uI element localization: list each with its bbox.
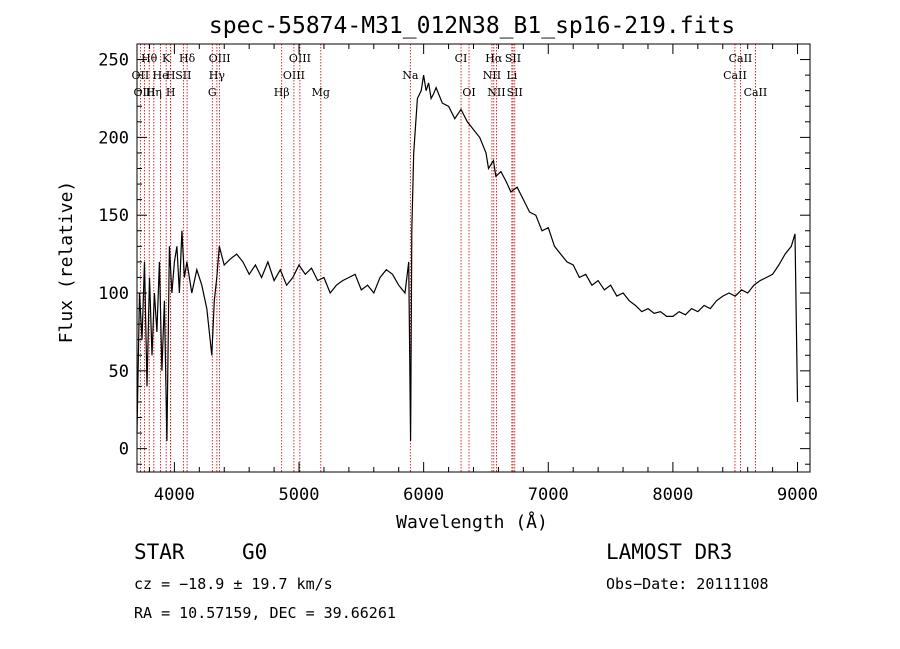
emission-line-label: NII (483, 69, 501, 82)
x-tick-label: 4000 (154, 485, 195, 505)
y-axis-label: Flux (relative) (56, 181, 77, 344)
emission-line-label: SII (175, 69, 191, 82)
y-tick-label: 100 (98, 284, 129, 304)
emission-line-label: SII (505, 52, 521, 65)
emission-line-label: CaII (729, 52, 753, 65)
emission-line-label: K (162, 52, 171, 65)
obs-date: Obs−Date: 20111108 (606, 575, 769, 593)
emission-line-label: Mg (312, 86, 330, 99)
coordinates: RA = 10.57159, DEC = 39.66261 (134, 604, 396, 622)
x-axis-label: Wavelength (Å) (396, 511, 548, 533)
emission-line-label: Na (402, 69, 419, 82)
emission-line-label: OIII (289, 52, 311, 65)
y-axis: 0 50 100 150 200 250 (98, 43, 810, 465)
x-tick-label: 7000 (528, 485, 569, 505)
emission-line-markers (139, 44, 756, 472)
emission-line-label: NII (487, 86, 505, 99)
chart-title: spec-55874-M31_012N38_B1_sp16-219.fits (209, 13, 735, 39)
plot-frame (136, 43, 811, 473)
emission-line-label: CI (455, 52, 468, 65)
emission-line-label: H (166, 69, 176, 82)
x-tick-label: 8000 (652, 485, 693, 505)
object-class: STAR (134, 540, 185, 564)
redshift-text: cz = −18.9 ± 19.7 km/s (134, 575, 333, 593)
y-tick-label: 150 (98, 206, 129, 226)
emission-line-label: Hθ (141, 52, 158, 65)
y-tick-label: 50 (109, 362, 129, 382)
emission-line-label: SII (507, 86, 523, 99)
emission-line-label: CaII (723, 69, 747, 82)
emission-line-label: CaII (744, 86, 768, 99)
emission-line-label: H (166, 86, 176, 99)
emission-line-label: He (153, 69, 169, 82)
y-tick-label: 200 (98, 128, 129, 148)
emission-line-label: Hη (146, 86, 162, 99)
flux-series-line (136, 75, 799, 441)
emission-line-label: OIII (283, 69, 305, 82)
emission-line-label: Li (506, 69, 517, 82)
emission-line-label: Hβ (274, 86, 290, 99)
emission-line-label: OIII (133, 86, 155, 99)
emission-line-label: Hα (485, 52, 503, 65)
x-axis: 4000 5000 6000 7000 8000 9000 (148, 44, 818, 505)
emission-line-label: OI (462, 86, 475, 99)
y-tick-label: 0 (119, 440, 129, 460)
emission-line-label: OIII (209, 52, 231, 65)
x-tick-label: 6000 (403, 485, 444, 505)
x-tick-label: 5000 (279, 485, 320, 505)
y-tick-label: 250 (98, 51, 129, 71)
emission-line-label: Hδ (179, 52, 196, 65)
emission-line-label: Hγ (209, 69, 226, 82)
object-subclass: G0 (242, 540, 268, 564)
x-tick-label: 9000 (777, 485, 818, 505)
survey-name: LAMOST DR3 (606, 540, 733, 564)
emission-line-label: G (208, 86, 217, 99)
